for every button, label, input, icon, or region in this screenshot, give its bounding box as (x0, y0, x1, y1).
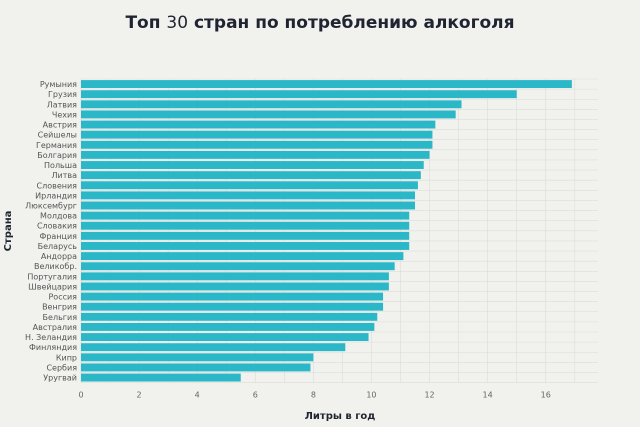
bar (81, 171, 421, 180)
category-label: Чехия (52, 110, 77, 119)
category-label: Сербия (46, 363, 77, 372)
category-label: Финляндия (29, 343, 77, 352)
bar (81, 322, 375, 331)
bar (81, 100, 462, 109)
x-tick-label: 6 (253, 391, 258, 400)
bar (81, 231, 410, 240)
chart-title: Топ 30 стран по потреблению алкоголя (0, 13, 640, 33)
category-label: Латвия (47, 100, 77, 109)
bar (81, 333, 369, 342)
bar (81, 252, 404, 261)
y-axis-label: Страна (3, 211, 14, 252)
category-label: Франция (39, 232, 77, 241)
category-label: Болгария (37, 151, 77, 160)
bars (81, 80, 572, 382)
bar (81, 150, 430, 159)
bar (81, 312, 378, 321)
bar (81, 302, 384, 311)
bar (81, 80, 572, 89)
category-label: Словакия (37, 222, 77, 231)
category-label: Люксембург (25, 202, 77, 211)
bar (81, 221, 410, 230)
category-label: Германия (36, 141, 77, 150)
category-label: Беларусь (38, 242, 78, 251)
category-label: Великобр. (34, 262, 77, 271)
title-number: 30 (166, 13, 189, 33)
bar (81, 262, 395, 271)
x-tick-label: 2 (137, 391, 142, 400)
category-label: Сейшелы (38, 131, 77, 140)
category-label: Ирландия (35, 191, 77, 200)
bar (81, 110, 456, 119)
bar (81, 191, 416, 200)
bar (81, 363, 311, 372)
x-tick-label: 14 (483, 391, 493, 400)
category-label: Литва (52, 171, 78, 180)
x-axis-label: Литры в год (305, 411, 376, 422)
title-part1: Топ (125, 13, 167, 33)
x-tick-label: 0 (78, 391, 83, 400)
category-label: Польша (44, 161, 77, 170)
bar (81, 90, 517, 99)
bar (81, 181, 418, 190)
bar (81, 292, 384, 301)
category-label: Молдова (40, 212, 77, 221)
grid (80, 78, 598, 383)
bar (81, 201, 416, 210)
category-label: Грузия (48, 90, 77, 99)
bar (81, 272, 389, 281)
bar (81, 130, 433, 139)
category-label: Бельгия (43, 313, 78, 322)
bar (81, 161, 424, 169)
category-label: Россия (48, 293, 77, 302)
category-label: Австрия (43, 121, 78, 130)
category-label: Швейцария (28, 282, 77, 291)
x-tick-label: 12 (424, 391, 434, 400)
category-label: Венгрия (42, 303, 77, 312)
category-label: Уругвай (43, 374, 77, 383)
category-label: Андорра (41, 252, 77, 261)
x-tick-label: 4 (195, 391, 200, 400)
x-tick-label: 8 (311, 391, 316, 400)
bar (81, 282, 389, 291)
x-tick-label: 10 (366, 391, 376, 400)
bar (81, 120, 436, 129)
category-label: Румыния (40, 80, 77, 89)
bar (81, 373, 241, 382)
category-label: Португалия (27, 272, 77, 281)
bar (81, 343, 346, 352)
bar (81, 242, 410, 250)
title-part2: стран по потреблению алкоголя (188, 13, 515, 33)
category-label: Австралия (33, 323, 78, 332)
x-tick-labels: 0 2 4 6 8 10 12 14 16 (78, 391, 550, 400)
bar (81, 353, 314, 362)
bar (81, 140, 433, 149)
bar (81, 211, 410, 220)
x-tick-label: 16 (541, 391, 551, 400)
category-label: Н. Зеландия (25, 333, 77, 342)
category-label: Словения (37, 181, 78, 190)
category-label: Кипр (56, 353, 77, 362)
